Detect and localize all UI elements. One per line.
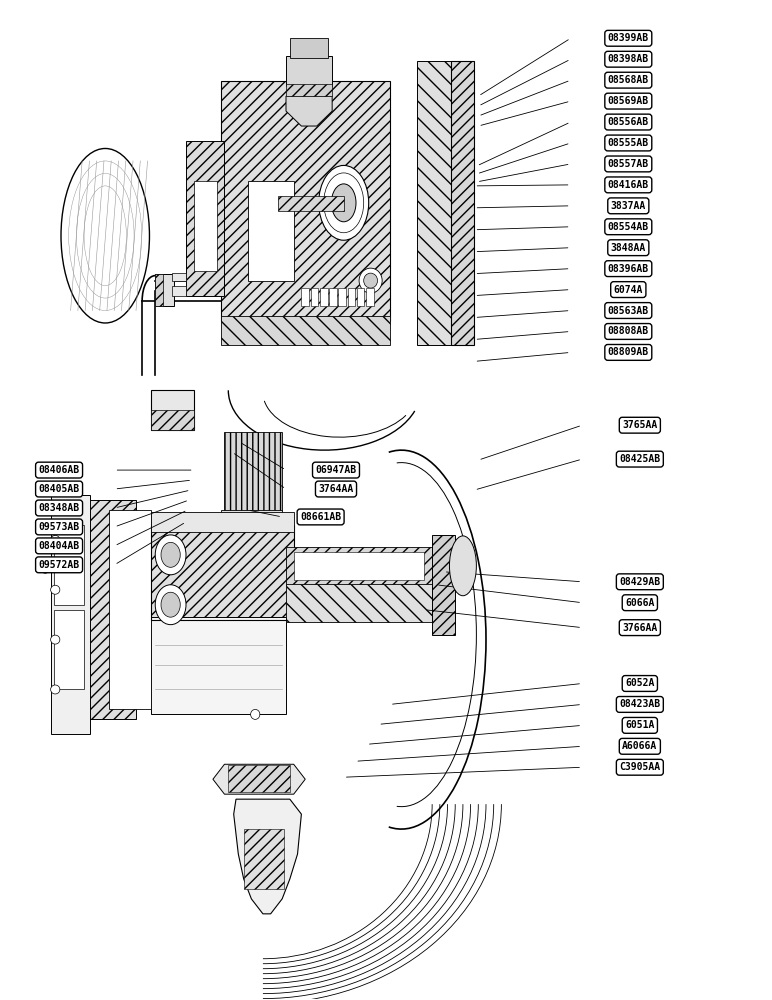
Bar [432,535,455,635]
Bar [172,286,186,296]
Bar [86,500,136,719]
Ellipse shape [51,535,60,544]
Bar [310,288,318,306]
Bar [244,829,283,889]
Bar [417,61,454,345]
Bar [151,525,293,620]
Text: 08399AB: 08399AB [608,33,649,43]
Text: 3848AA: 3848AA [611,243,646,253]
Text: 08398AB: 08398AB [608,54,649,64]
Bar [225,432,282,512]
Bar [221,81,390,320]
Ellipse shape [449,536,476,596]
Bar [109,510,151,709]
Bar [452,61,475,345]
Ellipse shape [364,273,378,288]
Bar [366,288,374,306]
Text: 08425AB: 08425AB [619,454,660,464]
Bar [329,288,337,306]
Text: 6052A: 6052A [625,678,655,688]
Bar [229,765,290,792]
Ellipse shape [161,592,180,617]
Text: 3764AA: 3764AA [318,484,354,494]
Bar [151,525,293,620]
Bar [357,288,364,306]
Bar [52,495,90,734]
Bar [286,547,440,585]
Ellipse shape [251,709,260,719]
Bar [54,525,84,605]
Text: 06947AB: 06947AB [316,465,357,475]
Text: 3765AA: 3765AA [622,420,658,430]
Polygon shape [234,799,301,914]
Bar [186,141,225,296]
Ellipse shape [319,165,369,240]
Text: 08429AB: 08429AB [619,577,660,587]
Text: 08406AB: 08406AB [39,465,80,475]
Polygon shape [286,96,332,126]
Ellipse shape [51,635,60,644]
Text: 09573AB: 09573AB [39,522,80,532]
Text: 6066A: 6066A [625,598,655,608]
Text: C3905AA: C3905AA [619,762,660,772]
Text: 6051A: 6051A [625,720,655,730]
Ellipse shape [155,535,186,575]
Ellipse shape [331,184,356,222]
Bar [151,410,194,430]
Text: A6066A: A6066A [622,741,658,751]
Text: 08423AB: 08423AB [619,699,660,709]
Text: 08568AB: 08568AB [608,75,649,85]
Bar [293,552,425,580]
Bar [172,273,186,281]
Bar [347,288,355,306]
Text: 08569AB: 08569AB [608,96,649,106]
Bar [151,617,286,714]
Bar [54,610,84,689]
Text: 08554AB: 08554AB [608,222,649,232]
Text: 08809AB: 08809AB [608,347,649,357]
Bar [151,512,293,532]
Ellipse shape [161,542,180,567]
Text: 08563AB: 08563AB [608,306,649,316]
Bar [290,38,328,58]
Ellipse shape [61,148,150,323]
Text: 08348AB: 08348AB [39,503,80,513]
Bar [155,274,163,306]
Ellipse shape [359,268,382,293]
Bar [221,510,282,530]
Bar [338,288,346,306]
Text: 08404AB: 08404AB [39,541,80,551]
Text: 09572AB: 09572AB [39,560,80,570]
Text: 6074A: 6074A [614,285,643,295]
Text: 08396AB: 08396AB [608,264,649,274]
Bar [151,390,194,430]
Text: 08556AB: 08556AB [608,117,649,127]
Bar [286,84,332,96]
Ellipse shape [51,585,60,594]
Ellipse shape [155,585,186,625]
Text: 08557AB: 08557AB [608,159,649,169]
Bar [194,181,217,271]
Polygon shape [213,764,305,794]
Text: 08405AB: 08405AB [39,484,80,494]
Text: 3766AA: 3766AA [622,623,658,633]
Text: 08555AB: 08555AB [608,138,649,148]
Bar [301,288,309,306]
Bar [320,288,327,306]
Bar [221,316,390,345]
Text: 08661AB: 08661AB [300,512,341,522]
Text: 3837AA: 3837AA [611,201,646,211]
Bar [279,196,344,211]
Ellipse shape [51,685,60,694]
Bar [248,181,293,281]
Text: 08416AB: 08416AB [608,180,649,190]
Bar [155,274,174,306]
Ellipse shape [42,566,49,573]
Text: 08808AB: 08808AB [608,326,649,336]
Bar [286,56,332,86]
Bar [286,584,432,622]
